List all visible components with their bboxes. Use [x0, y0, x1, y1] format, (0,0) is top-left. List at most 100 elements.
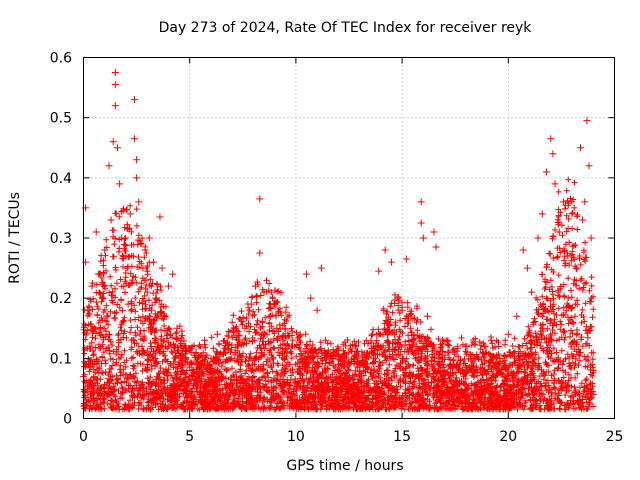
data-point: [147, 306, 155, 314]
x-tick-label: 0: [79, 429, 88, 445]
y-tick-label: 0.2: [50, 291, 72, 307]
data-point: [479, 348, 487, 356]
data-point: [241, 324, 249, 332]
data-point: [568, 210, 576, 218]
data-point: [130, 96, 138, 104]
data-point: [543, 168, 551, 176]
data-point: [86, 342, 94, 350]
data-point: [192, 348, 200, 356]
data-point: [322, 336, 330, 344]
data-point: [94, 270, 102, 278]
data-point: [177, 342, 185, 350]
data-point: [113, 144, 121, 152]
data-point: [496, 354, 504, 362]
data-point: [487, 336, 495, 344]
data-point: [394, 294, 402, 302]
data-point: [107, 216, 115, 224]
data-point: [150, 258, 158, 266]
data-point: [577, 144, 585, 152]
data-point: [186, 360, 194, 368]
x-tick-label: 5: [185, 429, 194, 445]
data-point: [101, 246, 109, 254]
data-point: [169, 270, 177, 278]
data-point: [235, 336, 243, 344]
data-point-layer: [80, 69, 597, 398]
density-scatter-points: [80, 176, 597, 413]
y-tick-label: 0: [63, 412, 72, 428]
x-axis-label: GPS time / hours: [286, 458, 403, 474]
y-axis-label: ROTI / TECUs: [7, 192, 23, 284]
data-point: [273, 324, 281, 332]
data-point: [513, 312, 521, 320]
axis-ticks: 0 5 10 15 20 25 0 0.1 0.2 0.3 0.4 0.5 0.6: [50, 51, 624, 446]
data-point: [252, 282, 260, 290]
data-point: [105, 162, 113, 170]
data-point: [90, 360, 98, 368]
data-point: [228, 318, 236, 326]
x-tick-label: 25: [606, 429, 624, 445]
data-point: [181, 354, 189, 362]
data-point: [111, 69, 119, 77]
data-point: [587, 234, 595, 242]
data-point: [462, 342, 470, 350]
data-point: [445, 348, 453, 356]
data-point: [307, 294, 315, 302]
data-point: [279, 336, 287, 344]
data-point: [470, 354, 478, 362]
x-tick-label: 15: [393, 429, 411, 445]
data-point: [360, 360, 368, 368]
y-tick-label: 0.3: [50, 231, 72, 247]
chart-title: Day 273 of 2024, Rate Of TEC Index for r…: [159, 20, 533, 36]
data-point: [585, 162, 593, 170]
data-point: [551, 180, 559, 188]
data-point: [317, 264, 325, 272]
data-point: [124, 300, 132, 308]
data-point: [345, 366, 353, 374]
data-point: [143, 288, 151, 296]
data-point: [201, 336, 209, 344]
data-point: [84, 306, 92, 314]
data-point: [313, 306, 321, 314]
data-point: [398, 306, 406, 314]
data-point: [164, 282, 172, 290]
data-point: [266, 312, 274, 320]
data-point: [549, 150, 557, 158]
data-point: [432, 243, 440, 251]
data-point: [424, 312, 432, 320]
data-point: [103, 312, 111, 320]
data-point: [303, 270, 311, 278]
y-tick-label: 0.4: [50, 171, 72, 187]
data-point: [368, 330, 376, 338]
data-point: [160, 312, 168, 320]
data-point: [438, 336, 446, 344]
data-point: [120, 282, 128, 290]
x-tick-label: 10: [287, 429, 305, 445]
data-point: [111, 81, 119, 89]
data-point: [523, 264, 531, 272]
data-point: [381, 246, 389, 254]
data-point: [220, 348, 228, 356]
data-point: [141, 246, 149, 254]
data-point: [453, 360, 461, 368]
y-tick-label: 0.1: [50, 351, 72, 367]
data-point: [158, 264, 166, 272]
data-point: [339, 354, 347, 362]
x-tick-label: 20: [499, 429, 517, 445]
data-point: [156, 213, 164, 221]
data-point: [519, 246, 527, 254]
data-point: [207, 354, 215, 362]
data-point: [528, 288, 536, 296]
data-point: [96, 324, 104, 332]
data-point: [126, 210, 134, 218]
data-point: [145, 234, 153, 242]
data-point: [173, 324, 181, 332]
data-point: [547, 135, 555, 143]
data-point: [111, 102, 119, 110]
data-point: [139, 264, 147, 272]
data-point: [118, 234, 126, 242]
data-point: [99, 294, 107, 302]
data-point: [430, 228, 438, 236]
data-point: [413, 342, 421, 350]
data-point: [109, 138, 117, 146]
